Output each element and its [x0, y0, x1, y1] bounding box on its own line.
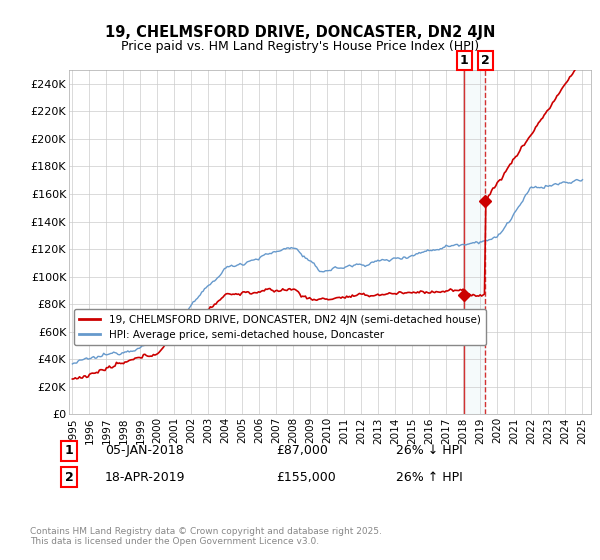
- Text: 2: 2: [65, 470, 73, 484]
- Text: 26% ↓ HPI: 26% ↓ HPI: [396, 444, 463, 458]
- Text: £155,000: £155,000: [276, 470, 336, 484]
- Bar: [464, 70, 485, 414]
- Text: 05-JAN-2018: 05-JAN-2018: [105, 444, 184, 458]
- Text: £87,000: £87,000: [276, 444, 328, 458]
- Legend: 19, CHELMSFORD DRIVE, DONCASTER, DN2 4JN (semi-detached house), HPI: Average pri: 19, CHELMSFORD DRIVE, DONCASTER, DN2 4JN…: [74, 310, 485, 345]
- Text: 2: 2: [481, 54, 490, 67]
- Text: 19, CHELMSFORD DRIVE, DONCASTER, DN2 4JN: 19, CHELMSFORD DRIVE, DONCASTER, DN2 4JN: [105, 25, 495, 40]
- Text: Contains HM Land Registry data © Crown copyright and database right 2025.
This d: Contains HM Land Registry data © Crown c…: [30, 526, 382, 546]
- Text: 1: 1: [460, 54, 469, 67]
- Text: 18-APR-2019: 18-APR-2019: [105, 470, 185, 484]
- Text: Price paid vs. HM Land Registry's House Price Index (HPI): Price paid vs. HM Land Registry's House …: [121, 40, 479, 53]
- Text: 1: 1: [65, 444, 73, 458]
- Text: 26% ↑ HPI: 26% ↑ HPI: [396, 470, 463, 484]
